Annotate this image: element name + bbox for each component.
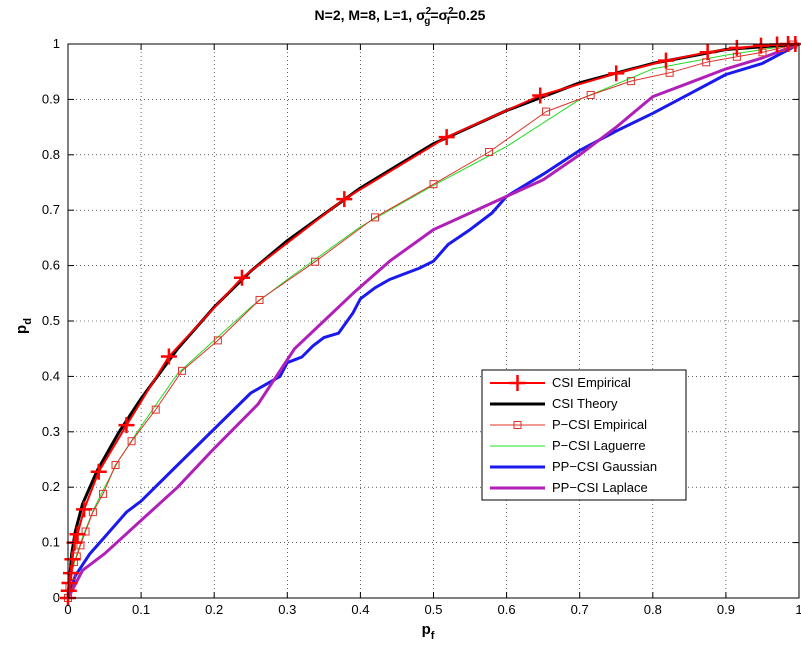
legend-entry-pp-csi-gaussian: PP−CSI Gaussian bbox=[490, 459, 657, 474]
legend-marker bbox=[509, 375, 526, 391]
data-point-p-csi-empirical bbox=[665, 68, 674, 77]
x-tick-label: 0.5 bbox=[424, 602, 442, 617]
data-point-p-csi-empirical bbox=[88, 508, 97, 517]
series-line-pp-csi-gaussian bbox=[66, 42, 800, 599]
data-point-p-csi-empirical bbox=[178, 366, 187, 375]
data-point-csi-empirical bbox=[608, 65, 625, 82]
y-tick-label: 1 bbox=[53, 36, 60, 51]
data-point-p-csi-empirical bbox=[758, 48, 767, 57]
series-layer bbox=[60, 36, 801, 606]
series-pp-csi-laplace bbox=[66, 42, 800, 599]
legend-entries: CSI Empirical CSI Theory P−CSI Empirical P−… bbox=[490, 375, 657, 495]
legend-label: P−CSI Empirical bbox=[552, 417, 647, 432]
legend-label: P−CSI Laguerre bbox=[552, 438, 646, 453]
x-tick-label: 0 bbox=[64, 602, 71, 617]
legend-label: CSI Theory bbox=[552, 396, 618, 411]
series-pp-csi-gaussian bbox=[66, 42, 800, 599]
y-tick-label: 0.6 bbox=[42, 258, 60, 273]
y-tick-label: 0.2 bbox=[42, 479, 60, 494]
y-tick-label: 0 bbox=[53, 590, 60, 605]
data-point-csi-empirical bbox=[160, 348, 177, 365]
data-point-csi-empirical bbox=[90, 463, 107, 480]
x-tick-label: 0.9 bbox=[717, 602, 735, 617]
x-tick-label: 1 bbox=[795, 602, 801, 617]
data-point-p-csi-empirical bbox=[626, 77, 635, 86]
y-tick-label: 0.1 bbox=[42, 535, 60, 550]
legend: CSI Empirical CSI Theory P−CSI Empirical P−… bbox=[481, 369, 687, 501]
data-point-p-csi-empirical bbox=[311, 257, 320, 266]
legend-box bbox=[481, 369, 687, 501]
x-tick-label: 0.3 bbox=[278, 602, 296, 617]
legend-entry-csi-empirical: CSI Empirical bbox=[490, 375, 631, 391]
data-point-csi-empirical bbox=[657, 52, 674, 69]
data-point-csi-empirical bbox=[233, 269, 250, 286]
data-point-p-csi-empirical bbox=[485, 148, 494, 157]
data-point-csi-empirical bbox=[62, 565, 79, 582]
data-point-csi-empirical bbox=[69, 526, 86, 543]
legend-label: PP−CSI Laplace bbox=[552, 480, 648, 495]
data-point-p-csi-empirical bbox=[99, 489, 108, 498]
data-point-p-csi-empirical bbox=[586, 90, 595, 99]
x-tick-label: 0.4 bbox=[351, 602, 369, 617]
y-axis-label: pd bbox=[13, 318, 34, 334]
x-tick-label: 0.8 bbox=[644, 602, 662, 617]
data-point-p-csi-empirical bbox=[151, 405, 160, 414]
data-point-csi-empirical bbox=[336, 191, 353, 208]
ticks: 0 0.1 0.2 0.3 0.4 0.5 0.6 0.7 0.8 0.9 1 0 0.1 0.2 0.3 0… bbox=[42, 36, 801, 617]
series-line-pp-csi-laplace bbox=[66, 42, 800, 599]
legend-label: PP−CSI Gaussian bbox=[552, 459, 657, 474]
data-point-csi-empirical bbox=[752, 37, 769, 54]
data-point-csi-empirical bbox=[64, 551, 81, 568]
y-tick-label: 0.3 bbox=[42, 424, 60, 439]
x-tick-label: 0.1 bbox=[132, 602, 150, 617]
x-tick-label: 0.6 bbox=[498, 602, 516, 617]
data-point-p-csi-empirical bbox=[542, 107, 551, 116]
x-tick-label: 0.7 bbox=[571, 602, 589, 617]
data-point-p-csi-empirical bbox=[213, 336, 222, 345]
grid bbox=[68, 44, 799, 598]
y-tick-label: 0.8 bbox=[42, 147, 60, 162]
data-point-p-csi-empirical bbox=[111, 461, 120, 470]
data-point-p-csi-empirical bbox=[255, 295, 264, 304]
chart-title: N=2, M=8, L=1, σ2 g=σ2 f=0.25 bbox=[315, 6, 486, 27]
legend-entry-pp-csi-laplace: PP−CSI Laplace bbox=[490, 480, 648, 495]
data-point-p-csi-empirical bbox=[81, 527, 90, 536]
data-point-p-csi-empirical bbox=[127, 437, 136, 446]
y-tick-label: 0.9 bbox=[42, 91, 60, 106]
data-point-p-csi-empirical bbox=[371, 213, 380, 222]
legend-entry-p-csi-empirical: P−CSI Empirical bbox=[490, 417, 647, 432]
x-tick-label: 0.2 bbox=[205, 602, 223, 617]
legend-entry-csi-theory: CSI Theory bbox=[490, 396, 618, 411]
series-line-p-csi-empirical bbox=[67, 44, 794, 599]
data-point-csi-empirical bbox=[438, 129, 455, 146]
data-point-csi-empirical bbox=[61, 575, 78, 592]
data-point-p-csi-empirical bbox=[702, 58, 711, 67]
legend-label: CSI Empirical bbox=[552, 375, 631, 390]
data-point-csi-empirical bbox=[76, 501, 93, 518]
data-point-p-csi-empirical bbox=[429, 180, 438, 189]
legend-marker bbox=[513, 421, 522, 429]
data-point-csi-empirical bbox=[699, 44, 716, 61]
data-point-csi-empirical bbox=[532, 87, 549, 104]
y-tick-label: 0.7 bbox=[42, 202, 60, 217]
legend-entry-p-csi-laguerre: P−CSI Laguerre bbox=[490, 438, 646, 453]
y-tick-label: 0.4 bbox=[42, 368, 60, 383]
y-tick-label: 0.5 bbox=[42, 313, 60, 328]
x-axis-label: pf bbox=[422, 621, 435, 642]
data-point-csi-empirical bbox=[728, 39, 745, 56]
data-point-csi-empirical bbox=[118, 417, 135, 434]
